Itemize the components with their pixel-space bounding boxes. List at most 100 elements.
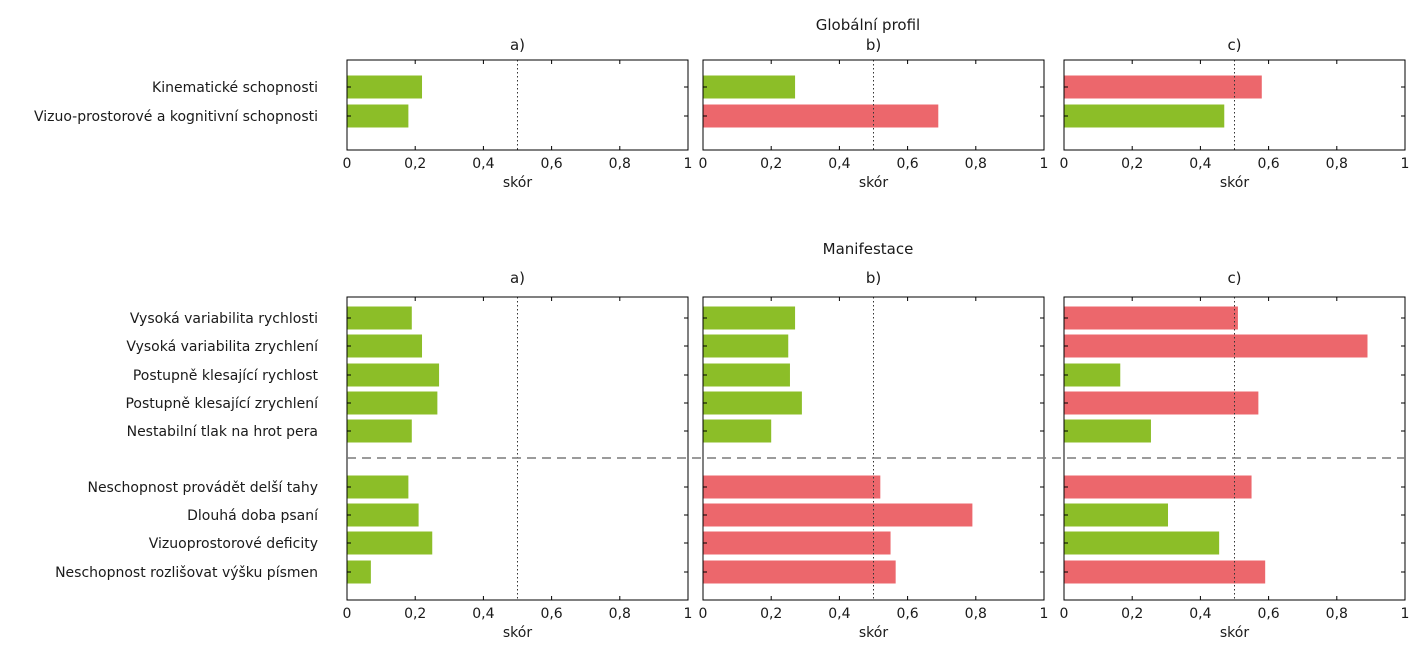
category-label: Vizuoprostorové deficity bbox=[149, 536, 318, 552]
x-tick-label: 0 bbox=[343, 156, 352, 172]
bar bbox=[1064, 475, 1252, 499]
x-tick-label: 0,6 bbox=[540, 156, 562, 172]
bar bbox=[703, 560, 896, 584]
bar bbox=[347, 391, 438, 415]
x-tick-label: 0,2 bbox=[404, 606, 426, 622]
x-axis-label: skór bbox=[1220, 175, 1249, 191]
bar bbox=[1064, 531, 1220, 555]
panel-frame bbox=[346, 296, 689, 601]
x-tick-label: 0,4 bbox=[1189, 156, 1211, 172]
bar bbox=[347, 560, 371, 584]
bar bbox=[703, 531, 891, 555]
x-tick-label: 1 bbox=[1401, 156, 1410, 172]
category-label: Neschopnost provádět delší tahy bbox=[87, 480, 318, 496]
bar bbox=[1064, 104, 1225, 128]
bar bbox=[703, 475, 881, 499]
bar bbox=[347, 531, 433, 555]
panel-label: b) bbox=[866, 36, 881, 54]
bar bbox=[703, 334, 789, 358]
bar bbox=[347, 75, 423, 99]
bar bbox=[703, 363, 790, 387]
x-axis-label: skór bbox=[1220, 625, 1249, 641]
x-tick-label: 0,8 bbox=[1326, 606, 1348, 622]
x-tick-label: 0,4 bbox=[472, 606, 494, 622]
x-axis-label: skór bbox=[859, 175, 888, 191]
x-tick-label: 0,8 bbox=[609, 606, 631, 622]
x-tick-label: 0,4 bbox=[1189, 606, 1211, 622]
bar bbox=[347, 104, 409, 128]
bar bbox=[1064, 560, 1266, 584]
bar bbox=[1064, 503, 1169, 527]
x-tick-label: 0,8 bbox=[609, 156, 631, 172]
bar bbox=[703, 75, 796, 99]
x-tick-label: 0,6 bbox=[896, 156, 918, 172]
x-tick-label: 0,6 bbox=[540, 606, 562, 622]
bar bbox=[703, 306, 796, 330]
category-label: Dlouhá doba psaní bbox=[187, 508, 319, 524]
category-label: Vizuo-prostorové a kognitivní schopnosti bbox=[34, 109, 318, 125]
x-tick-label: 0,8 bbox=[965, 156, 987, 172]
category-label: Vysoká variabilita zrychlení bbox=[126, 339, 319, 355]
category-label: Nestabilní tlak na hrot pera bbox=[127, 424, 318, 440]
panel-label: c) bbox=[1227, 36, 1241, 54]
bar bbox=[347, 419, 412, 443]
category-label: Postupně klesající zrychlení bbox=[125, 396, 319, 412]
x-tick-label: 0,4 bbox=[828, 156, 850, 172]
x-tick-label: 1 bbox=[1040, 606, 1049, 622]
bar bbox=[703, 419, 772, 443]
x-axis-label: skór bbox=[503, 175, 532, 191]
x-tick-label: 0,2 bbox=[760, 606, 782, 622]
x-tick-label: 0,8 bbox=[965, 606, 987, 622]
bar bbox=[703, 391, 802, 415]
x-tick-label: 0,4 bbox=[472, 156, 494, 172]
bar bbox=[703, 104, 939, 128]
x-tick-label: 0,6 bbox=[1257, 606, 1279, 622]
x-tick-label: 1 bbox=[1040, 156, 1049, 172]
x-tick-label: 0 bbox=[1060, 156, 1069, 172]
x-tick-label: 0 bbox=[699, 606, 708, 622]
x-tick-label: 0,2 bbox=[404, 156, 426, 172]
bar bbox=[1064, 306, 1238, 330]
category-label: Kinematické schopnosti bbox=[152, 80, 318, 96]
x-tick-label: 0,2 bbox=[1121, 156, 1143, 172]
bar bbox=[1064, 334, 1368, 358]
panel-frame bbox=[1063, 296, 1406, 601]
panel-frame bbox=[702, 59, 1045, 151]
bar bbox=[1064, 363, 1121, 387]
x-tick-label: 1 bbox=[684, 156, 693, 172]
x-tick-label: 0,6 bbox=[1257, 156, 1279, 172]
panel-label: b) bbox=[866, 269, 881, 287]
x-tick-label: 0,2 bbox=[760, 156, 782, 172]
panel-frame bbox=[346, 59, 689, 151]
panel-frame bbox=[702, 296, 1045, 601]
x-axis-label: skór bbox=[859, 625, 888, 641]
x-tick-label: 1 bbox=[684, 606, 693, 622]
bar bbox=[1064, 391, 1259, 415]
category-label: Postupně klesající rychlost bbox=[133, 368, 319, 384]
bar bbox=[703, 503, 973, 527]
x-tick-label: 0,8 bbox=[1326, 156, 1348, 172]
bar bbox=[347, 475, 409, 499]
x-tick-label: 0,6 bbox=[896, 606, 918, 622]
x-axis-label: skór bbox=[503, 625, 532, 641]
bar bbox=[347, 306, 412, 330]
category-label: Vysoká variabilita rychlosti bbox=[130, 311, 318, 327]
x-tick-label: 0 bbox=[343, 606, 352, 622]
x-tick-label: 0 bbox=[1060, 606, 1069, 622]
category-label: Neschopnost rozlišovat výšku písmen bbox=[55, 565, 318, 581]
x-tick-label: 1 bbox=[1401, 606, 1410, 622]
x-tick-label: 0 bbox=[699, 156, 708, 172]
x-tick-label: 0,4 bbox=[828, 606, 850, 622]
chart-title: Manifestace bbox=[823, 240, 914, 258]
bar bbox=[1064, 419, 1151, 443]
x-tick-label: 0,2 bbox=[1121, 606, 1143, 622]
panel-label: a) bbox=[510, 269, 525, 287]
chart-title: Globální profil bbox=[816, 16, 920, 34]
bar bbox=[347, 363, 440, 387]
bar bbox=[347, 503, 419, 527]
panel-frame bbox=[1063, 59, 1406, 151]
bar bbox=[1064, 75, 1262, 99]
panel-label: a) bbox=[510, 36, 525, 54]
bar bbox=[347, 334, 423, 358]
